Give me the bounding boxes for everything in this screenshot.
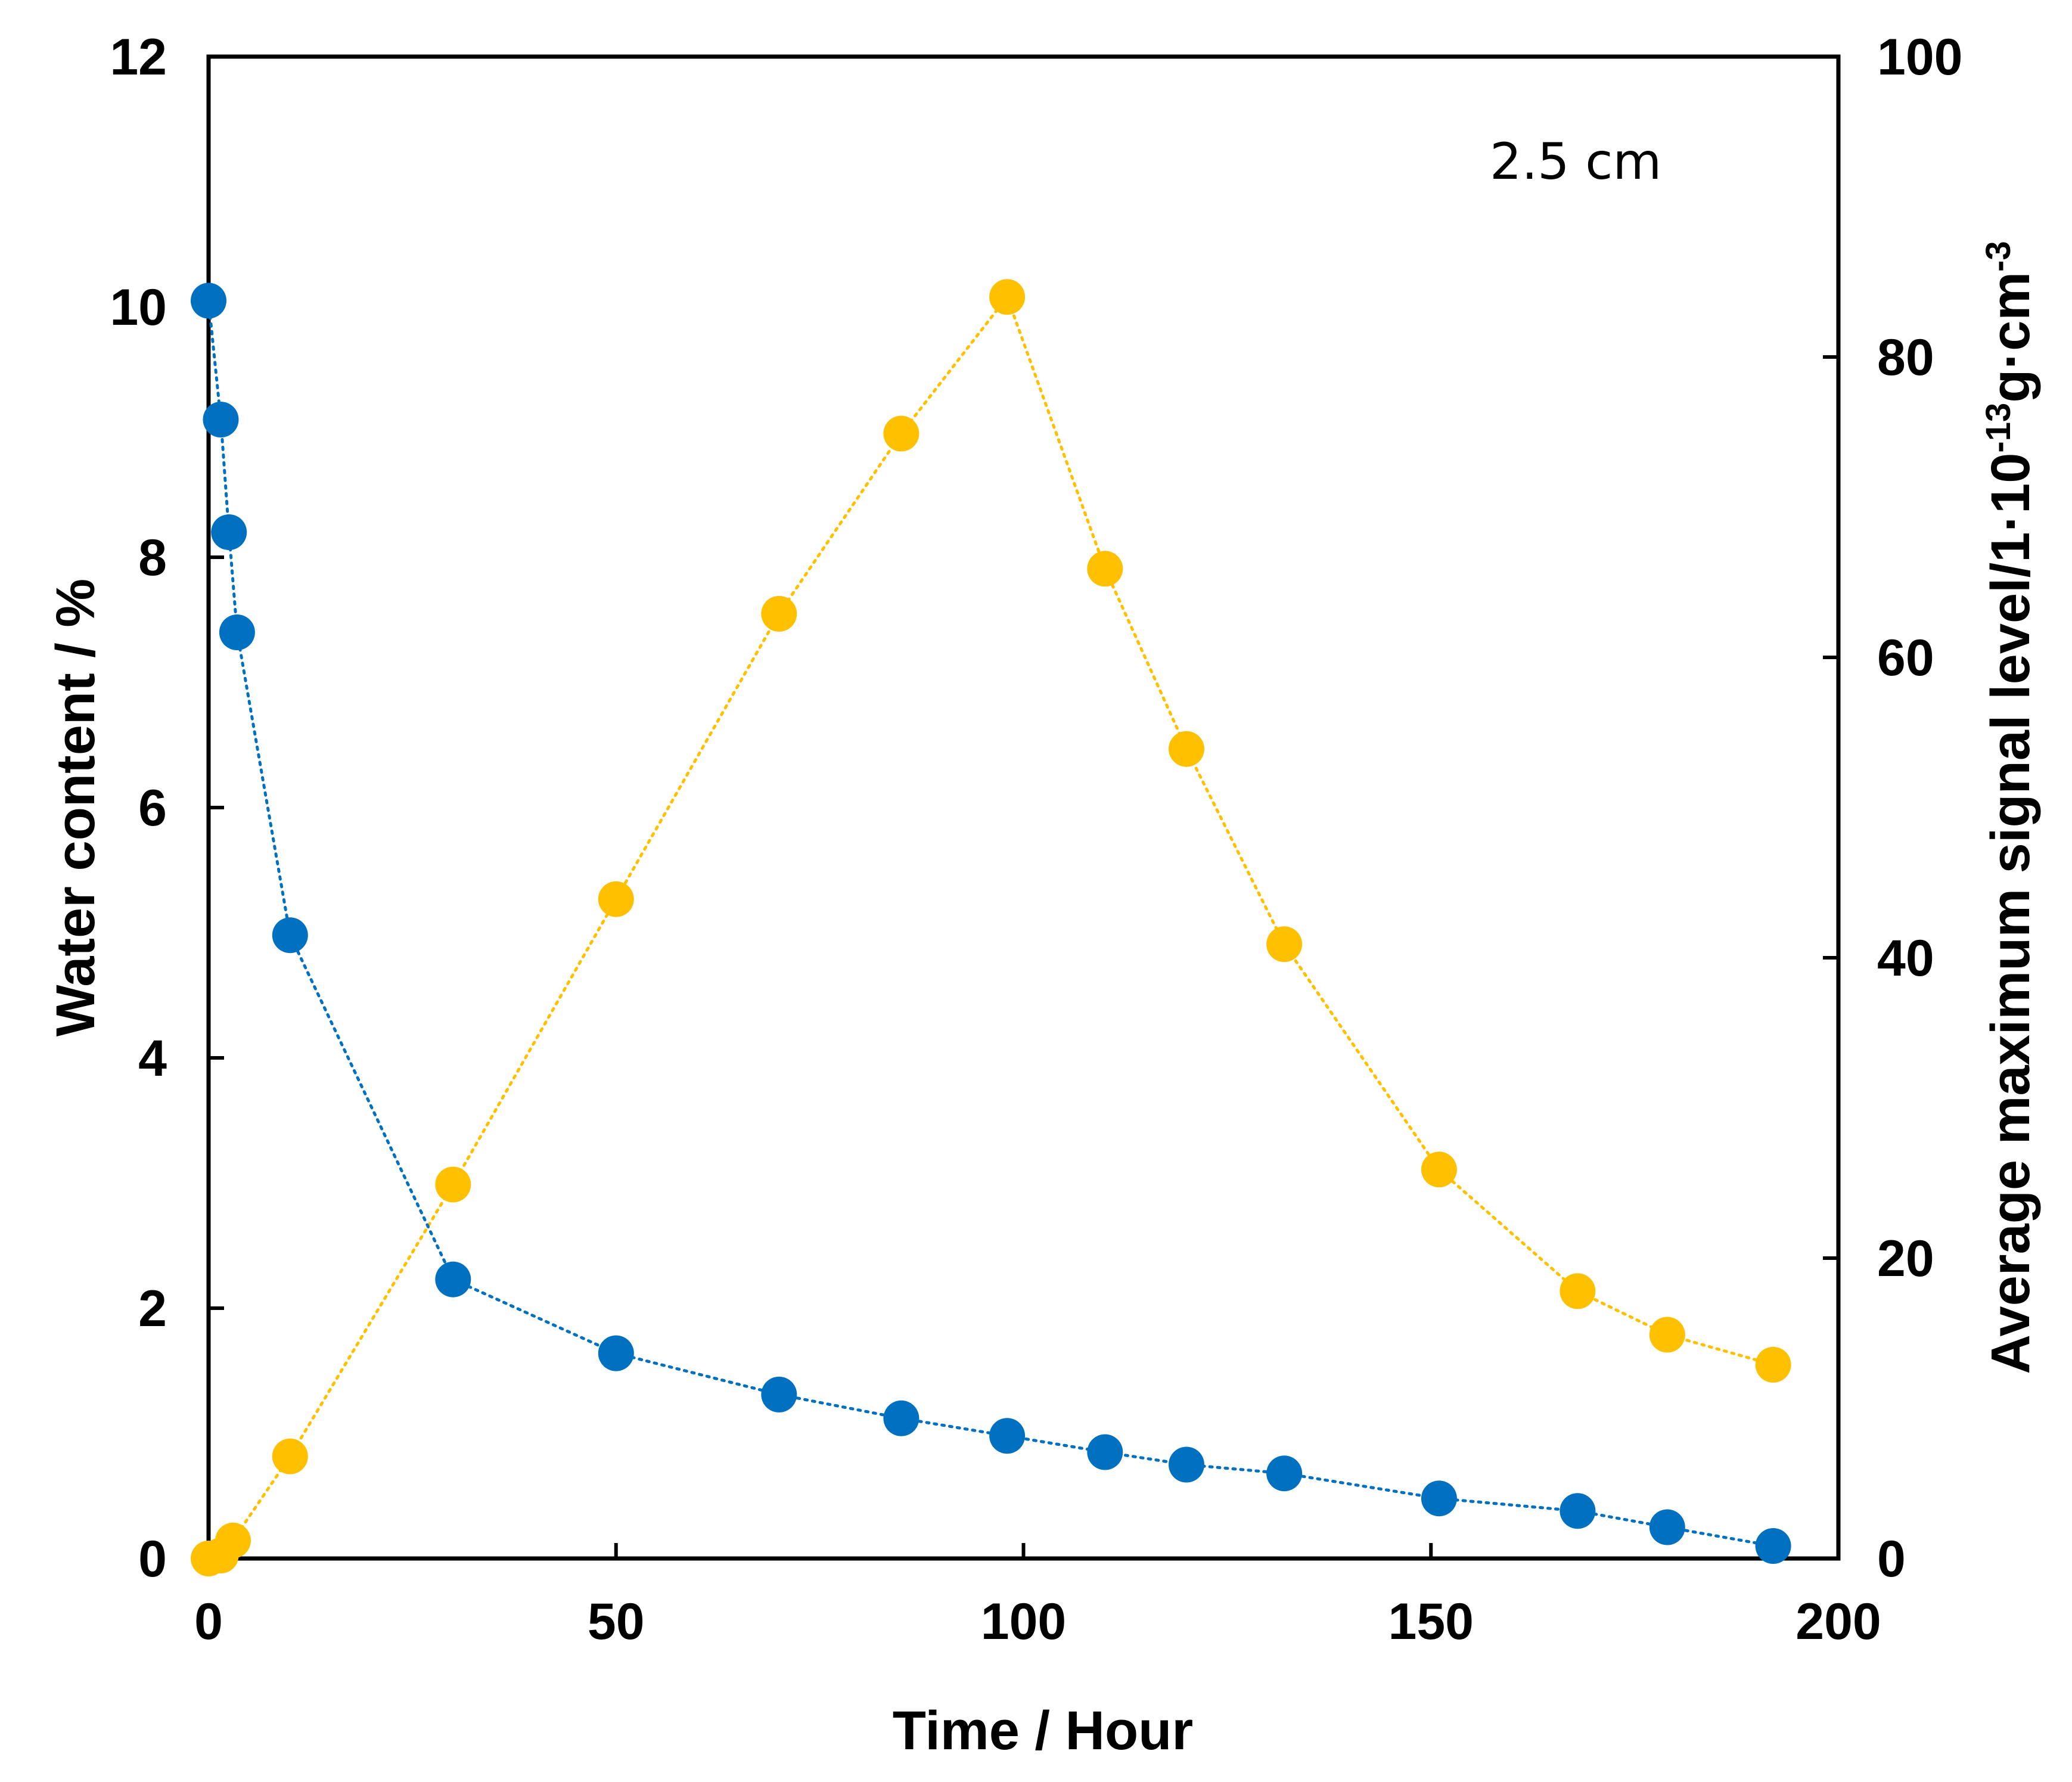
plot-area xyxy=(206,54,1841,1561)
data-point-signal-level xyxy=(989,279,1026,315)
data-point-water-content xyxy=(883,1400,919,1436)
right-y-axis-title-exp1: -13 xyxy=(1979,403,2018,453)
data-point-signal-level xyxy=(272,1438,308,1474)
data-point-signal-level xyxy=(1560,1273,1596,1309)
left-y-tick-label: 0 xyxy=(138,1530,167,1588)
data-point-water-content xyxy=(598,1335,634,1371)
right-y-axis: 0 20 40 60 80 100 xyxy=(1823,29,1963,1588)
left-y-tick-label: 8 xyxy=(138,529,167,586)
data-point-signal-level xyxy=(761,595,797,632)
left-y-tick-label: 6 xyxy=(138,780,167,837)
data-point-signal-level xyxy=(215,1522,251,1559)
data-point-water-content xyxy=(1087,1434,1123,1470)
right-y-tick-label: 0 xyxy=(1877,1530,1906,1588)
data-point-water-content xyxy=(272,917,308,954)
data-point-water-content xyxy=(435,1261,471,1297)
x-tick-label: 100 xyxy=(981,1593,1067,1650)
data-point-water-content xyxy=(203,402,239,437)
x-tick-label: 50 xyxy=(588,1593,645,1650)
right-y-axis-title: Average maximum signal level/1·10-13g·cm… xyxy=(1979,241,2042,1374)
right-y-tick-label: 100 xyxy=(1877,29,1963,86)
data-point-signal-level xyxy=(1266,926,1303,963)
data-point-signal-level xyxy=(598,881,634,917)
data-point-water-content xyxy=(989,1418,1026,1454)
data-point-signal-level xyxy=(1755,1346,1791,1383)
data-point-signal-level xyxy=(1421,1151,1457,1188)
data-point-signal-level xyxy=(883,415,919,452)
data-point-water-content xyxy=(1421,1480,1457,1517)
data-point-signal-level xyxy=(1087,551,1123,587)
data-point-water-content xyxy=(1755,1528,1791,1564)
series-line-signal-level xyxy=(207,294,1775,1560)
left-y-tick-label: 12 xyxy=(110,29,167,86)
data-point-signal-level xyxy=(1169,731,1204,767)
data-point-water-content xyxy=(219,614,255,650)
left-y-tick-label: 4 xyxy=(138,1030,167,1087)
series-signal-level xyxy=(191,279,1791,1576)
left-y-tick-label: 2 xyxy=(138,1280,167,1337)
left-y-axis-title: Water content / % xyxy=(45,579,106,1036)
x-axis: 0 50 100 150 200 xyxy=(194,1543,1881,1650)
data-point-signal-level xyxy=(1649,1317,1685,1353)
x-tick-label: 150 xyxy=(1388,1593,1474,1650)
right-y-axis-title-mid: g·cm xyxy=(1980,272,2041,403)
series-line-water-content xyxy=(207,299,1775,1548)
series-layer xyxy=(191,279,1791,1576)
series-water-content xyxy=(191,282,1791,1564)
right-y-tick-label: 20 xyxy=(1877,1230,1934,1287)
data-point-water-content xyxy=(1169,1446,1204,1483)
x-tick-label: 0 xyxy=(194,1593,223,1650)
left-y-axis: 0 2 4 6 8 10 12 xyxy=(110,29,224,1588)
data-point-water-content xyxy=(761,1376,797,1412)
left-y-tick-label: 10 xyxy=(110,279,167,336)
x-axis-title: Time / Hour xyxy=(893,1700,1193,1761)
annotation-label: 2.5 cm xyxy=(1490,132,1661,191)
data-point-water-content xyxy=(1560,1493,1596,1529)
data-point-signal-level xyxy=(435,1166,471,1203)
right-y-tick-label: 40 xyxy=(1877,930,1934,987)
x-tick-label: 200 xyxy=(1795,1593,1881,1650)
right-y-axis-title-main: Average maximum signal level/1·10 xyxy=(1980,453,2041,1374)
data-point-water-content xyxy=(191,282,226,319)
data-point-water-content xyxy=(1266,1455,1303,1492)
data-point-water-content xyxy=(1649,1509,1685,1545)
right-y-tick-label: 60 xyxy=(1877,629,1934,687)
data-point-water-content xyxy=(211,514,247,550)
right-y-tick-label: 80 xyxy=(1877,329,1934,386)
right-y-axis-title-exp2: -3 xyxy=(1979,241,2018,272)
